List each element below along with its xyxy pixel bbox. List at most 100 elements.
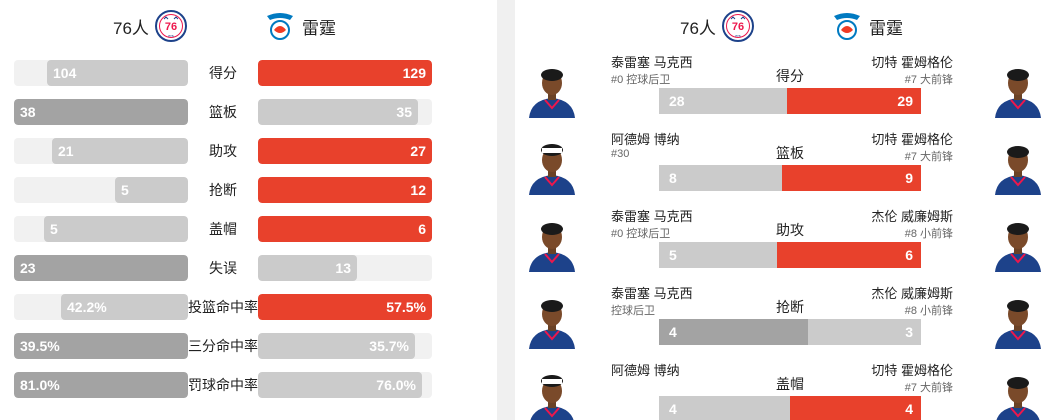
stat-label: 抢断	[209, 182, 237, 198]
home-player-avatar[interactable]	[523, 137, 581, 195]
home-bar-fill	[14, 333, 188, 359]
home-leader-value: 4	[669, 324, 677, 340]
leaders-away-team-header: 雷霆	[825, 8, 903, 44]
away-bar-track: 6	[258, 216, 432, 242]
away-player-name[interactable]: 切特 霍姆格伦	[871, 363, 953, 378]
away-stat-value: 129	[402, 65, 426, 81]
leader-row: 泰雷塞 马克西 控球后卫 杰伦 威廉姆斯 #8 小前锋 抢断 4 3	[515, 283, 1050, 359]
stat-row: 39.5% 三分命中率 35.7%	[0, 333, 497, 361]
leaders-home-team-name: 76人	[680, 18, 716, 38]
away-player-meta: #8 小前锋	[904, 305, 953, 317]
away-leader-value: 29	[897, 93, 913, 109]
home-player-name[interactable]: 泰雷塞 马克西	[611, 286, 693, 301]
stat-row: 5 抢断 12	[0, 177, 497, 205]
away-player-avatar[interactable]	[989, 291, 1047, 349]
sixers-logo-icon: 76 ers	[721, 10, 754, 42]
away-player-avatar[interactable]	[989, 137, 1047, 195]
stat-label: 罚球命中率	[188, 377, 258, 393]
home-bar-fill	[47, 60, 188, 86]
home-leader-value: 4	[669, 401, 677, 417]
home-team-header: 76人 76 ers	[113, 8, 193, 44]
home-player-avatar[interactable]	[523, 291, 581, 349]
stat-label: 投篮命中率	[188, 299, 258, 315]
away-bar-track: 57.5%	[258, 294, 432, 320]
stat-label: 失误	[209, 260, 237, 276]
home-player-name[interactable]: 阿德姆 博纳	[611, 363, 680, 378]
away-bar-track: 76.0%	[258, 372, 432, 398]
home-bar-track: 42.2%	[14, 294, 188, 320]
home-bar-track: 39.5%	[14, 333, 188, 359]
away-player-name[interactable]: 切特 霍姆格伦	[871, 55, 953, 70]
away-bar-fill	[258, 294, 432, 320]
away-player-avatar[interactable]	[989, 368, 1047, 420]
away-bar-track: 129	[258, 60, 432, 86]
stat-row: 81.0% 罚球命中率 76.0%	[0, 372, 497, 400]
home-player-name[interactable]: 泰雷塞 马克西	[611, 209, 693, 224]
leader-row: 阿德姆 博纳 切特 霍姆格伦 #7 大前锋 盖帽 4 4	[515, 360, 1050, 420]
home-bar-track: 5	[14, 177, 188, 203]
leader-row: 阿德姆 博纳 #30 切特 霍姆格伦 #7 大前锋 篮板 8 9	[515, 129, 1050, 205]
home-leader-value: 5	[669, 247, 677, 263]
svg-text:76: 76	[165, 21, 177, 33]
home-bar-fill	[14, 99, 188, 125]
away-stat-value: 27	[410, 143, 426, 159]
home-stat-value: 104	[53, 65, 77, 81]
home-player-avatar[interactable]	[523, 214, 581, 272]
home-player-meta: 控球后卫	[611, 305, 655, 317]
thunder-logo-icon	[834, 13, 860, 40]
away-bar-fill	[258, 177, 432, 203]
leaders-away-team-name: 雷霆	[869, 18, 903, 38]
home-player-name[interactable]: 泰雷塞 马克西	[611, 55, 693, 70]
away-stat-value: 57.5%	[386, 299, 426, 315]
away-leader-bar	[790, 396, 921, 420]
away-bar-fill	[258, 333, 415, 359]
home-bar-track: 5	[14, 216, 188, 242]
away-bar-fill	[258, 99, 418, 125]
away-player-avatar[interactable]	[989, 214, 1047, 272]
leader-stat-label: 盖帽	[776, 376, 804, 392]
team-stats-panel: 76人 76 ers 雷霆 104 得分 129 38 篮板 35 21 助攻 27 5 抢断 12 5…	[0, 0, 497, 420]
home-player-meta: #30	[611, 148, 630, 160]
leader-row: 泰雷塞 马克西 #0 控球后卫 切特 霍姆格伦 #7 大前锋 得分 28 29	[515, 52, 1050, 128]
away-leader-value: 4	[905, 401, 913, 417]
away-bar-fill	[258, 60, 432, 86]
home-bar-track: 38	[14, 99, 188, 125]
away-bar-fill	[258, 255, 357, 281]
stat-label: 三分命中率	[188, 338, 258, 354]
away-leader-value: 9	[905, 170, 913, 186]
away-player-name[interactable]: 杰伦 威廉姆斯	[871, 209, 953, 224]
stat-label: 助攻	[209, 143, 237, 159]
home-bar-fill	[115, 177, 188, 203]
away-player-meta: #8 小前锋	[904, 228, 953, 240]
stat-row: 21 助攻 27	[0, 138, 497, 166]
away-bar-track: 35.7%	[258, 333, 432, 359]
home-player-meta: #0 控球后卫	[611, 74, 671, 86]
away-player-name[interactable]: 切特 霍姆格伦	[871, 132, 953, 147]
away-stat-value: 13	[335, 260, 351, 276]
leader-bar-track: 28 29	[659, 88, 921, 114]
home-leader-value: 8	[669, 170, 677, 186]
stat-row: 23 失误 13	[0, 255, 497, 283]
home-leader-bar	[659, 319, 808, 345]
home-player-name[interactable]: 阿德姆 博纳	[611, 132, 680, 147]
away-player-meta: #7 大前锋	[904, 74, 953, 86]
home-stat-value: 21	[58, 143, 74, 159]
home-stat-value: 23	[20, 260, 36, 276]
away-stat-value: 6	[418, 221, 426, 237]
home-leader-bar	[659, 88, 787, 114]
home-bar-track: 21	[14, 138, 188, 164]
away-player-avatar[interactable]	[989, 60, 1047, 118]
away-leader-bar	[782, 165, 921, 191]
home-player-avatar[interactable]	[523, 368, 581, 420]
home-leader-bar	[659, 396, 790, 420]
home-player-avatar[interactable]	[523, 60, 581, 118]
away-player-name[interactable]: 杰伦 威廉姆斯	[871, 286, 953, 301]
leader-row: 泰雷塞 马克西 #0 控球后卫 杰伦 威廉姆斯 #8 小前锋 助攻 5 6	[515, 206, 1050, 282]
home-stat-value: 5	[121, 182, 129, 198]
svg-text:76: 76	[732, 21, 744, 33]
stat-label: 盖帽	[209, 221, 237, 237]
away-leader-bar	[777, 242, 921, 268]
